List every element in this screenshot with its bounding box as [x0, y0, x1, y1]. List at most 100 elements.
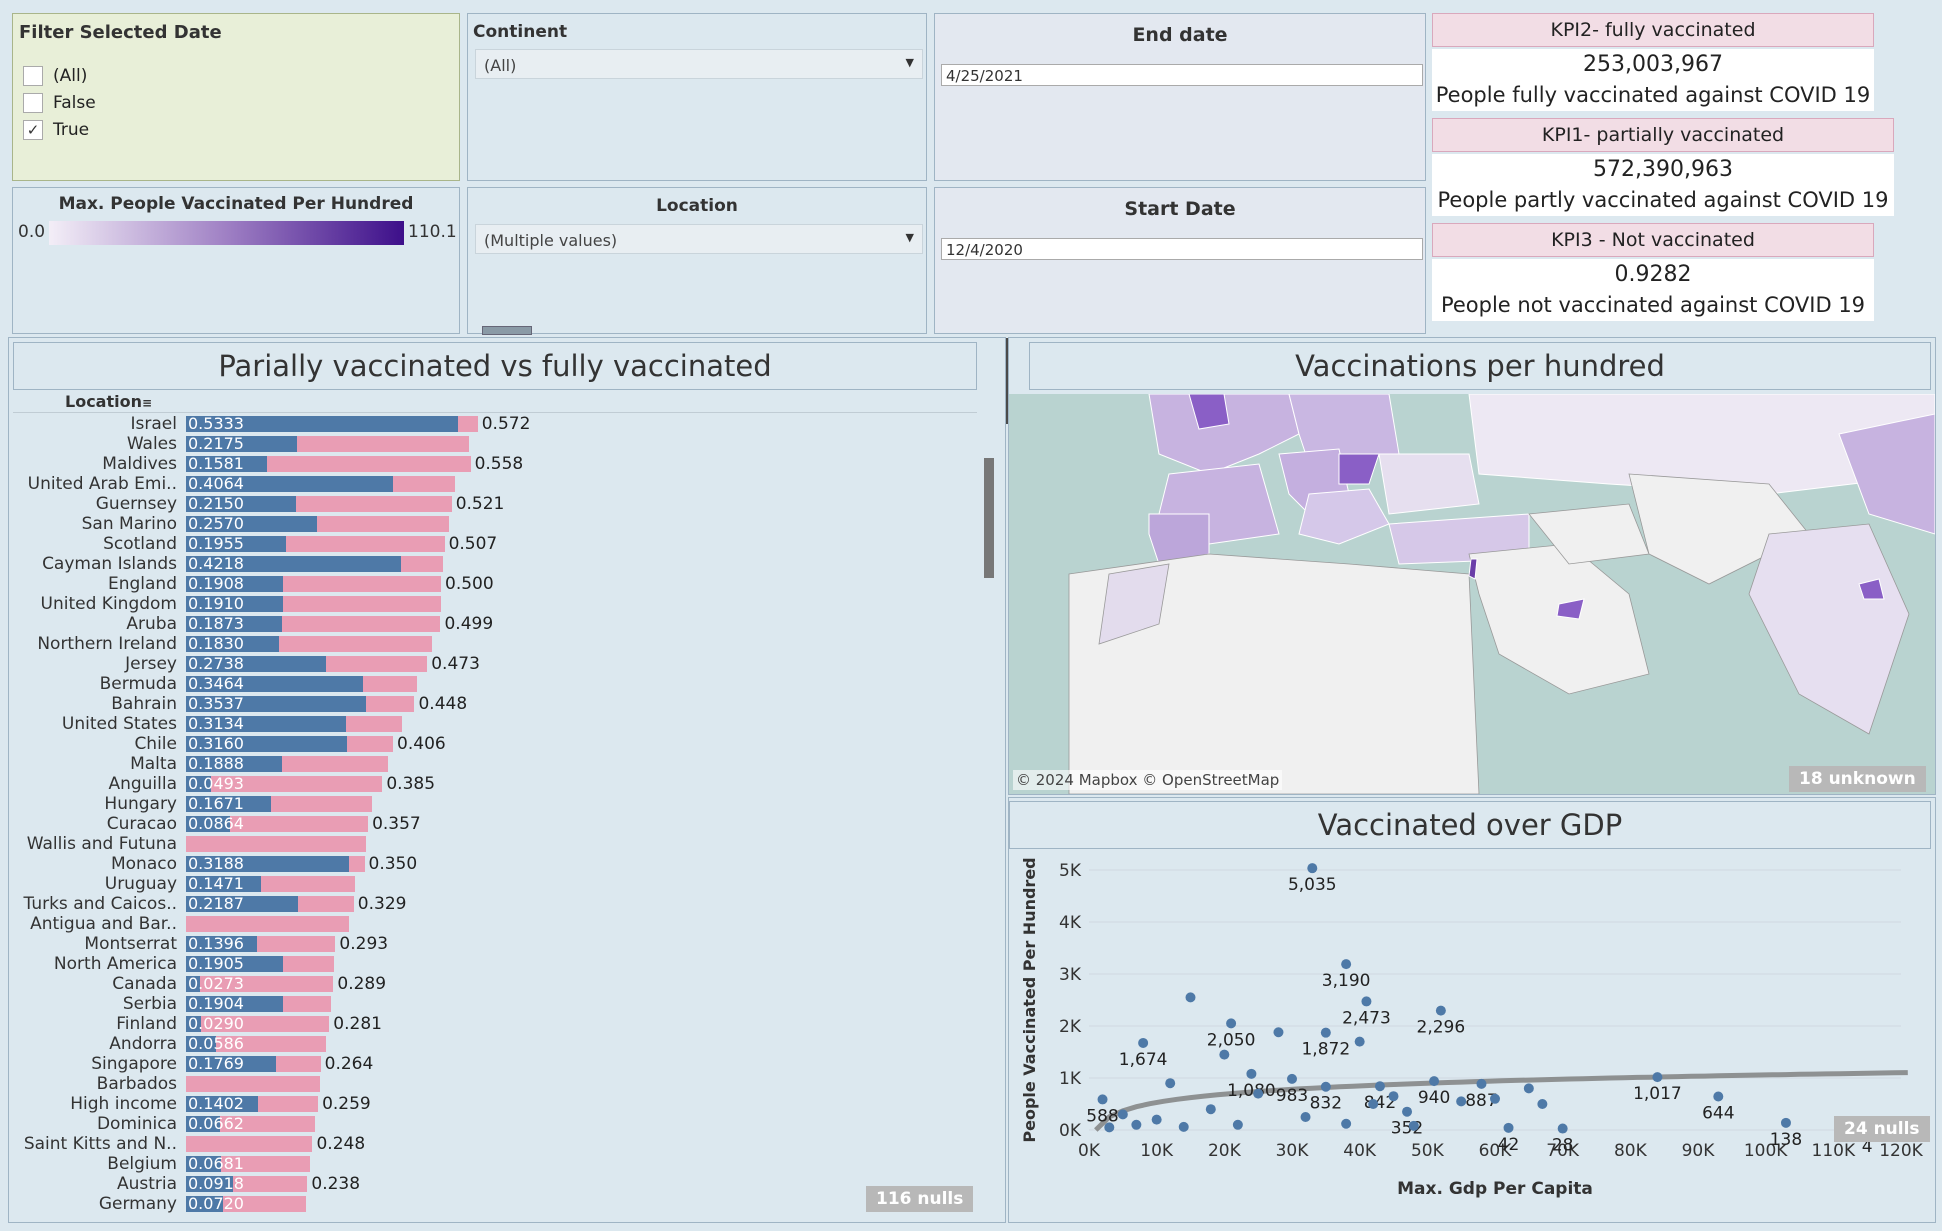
bar-fully[interactable]: [186, 1176, 233, 1192]
scatter-point[interactable]: [1557, 1123, 1568, 1134]
bar-row[interactable]: Saint Kitts and N.. 0.248: [21, 1134, 811, 1154]
bar-nulls-badge[interactable]: 116 nulls: [866, 1186, 974, 1212]
bar-fully[interactable]: [186, 956, 284, 972]
bar-row[interactable]: Israel 0.5333 0.572: [21, 414, 811, 434]
bar-fully[interactable]: [186, 796, 272, 812]
scatter-point[interactable]: [1178, 1121, 1189, 1132]
scatter-point[interactable]: [1652, 1072, 1663, 1083]
scatter-svg[interactable]: 0K 1K 2K 3K 4K 5K 0K 10K 20K 30K 40K 50K 60K 70K 80K 90…: [1009, 850, 1935, 1222]
bar-fully[interactable]: [186, 676, 363, 692]
bar-row[interactable]: England 0.1908 0.500: [21, 574, 811, 594]
bar-row[interactable]: Malta 0.1888: [21, 754, 811, 774]
country-region[interactable]: [1468, 558, 1478, 580]
bar-row[interactable]: Curacao 0.0864 0.357: [21, 814, 811, 834]
scatter-point[interactable]: [1226, 1018, 1237, 1029]
bar-row[interactable]: United Arab Emi.. 0.4064: [21, 474, 811, 494]
bar-fully[interactable]: [186, 1016, 201, 1032]
scatter-point[interactable]: [1185, 992, 1196, 1003]
bar-fully[interactable]: [186, 1036, 216, 1052]
bar-fully[interactable]: [186, 776, 212, 792]
bar-row[interactable]: Serbia 0.1904: [21, 994, 811, 1014]
bar-fully[interactable]: [186, 536, 286, 552]
bar-partial[interactable]: [186, 816, 369, 832]
scatter-point[interactable]: [1165, 1078, 1176, 1089]
scatter-nulls-badge[interactable]: 24 nulls: [1834, 1116, 1930, 1142]
scatter-point[interactable]: [1476, 1078, 1487, 1089]
bar-fully[interactable]: [186, 636, 280, 652]
scatter-point[interactable]: [1300, 1112, 1311, 1122]
bar-row[interactable]: Cayman Islands 0.4218: [21, 554, 811, 574]
resize-handle[interactable]: [482, 326, 532, 335]
bar-fully[interactable]: [186, 736, 348, 752]
bar-partial[interactable]: [186, 836, 366, 852]
scatter-point[interactable]: [1232, 1119, 1243, 1130]
bar-row[interactable]: Hungary 0.1671: [21, 794, 811, 814]
bar-row[interactable]: Germany 0.0720: [21, 1194, 811, 1214]
bar-fully[interactable]: [186, 696, 367, 712]
bar-row[interactable]: Uruguay 0.1471: [21, 874, 811, 894]
map-unknown-badge[interactable]: 18 unknown: [1789, 766, 1926, 792]
bar-row[interactable]: Scotland 0.1955 0.507: [21, 534, 811, 554]
bar-partial[interactable]: [186, 1036, 327, 1052]
bar-fully[interactable]: [186, 996, 284, 1012]
scatter-point[interactable]: [1205, 1104, 1216, 1115]
bar-fully[interactable]: [186, 476, 394, 492]
scatter-point[interactable]: [1253, 1088, 1264, 1099]
bar-row[interactable]: Northern Ireland 0.1830: [21, 634, 811, 654]
scatter-point[interactable]: [1408, 1120, 1419, 1131]
bar-row[interactable]: San Marino 0.2570: [21, 514, 811, 534]
end-date-input[interactable]: 4/25/2021: [941, 64, 1423, 86]
bar-row[interactable]: Montserrat 0.1396 0.293: [21, 934, 811, 954]
scrollbar-thumb[interactable]: [984, 458, 994, 578]
bar-row[interactable]: United Kingdom 0.1910: [21, 594, 811, 614]
filter-option-false[interactable]: False: [23, 91, 96, 115]
bar-row[interactable]: North America 0.1905: [21, 954, 811, 974]
scatter-point[interactable]: [1219, 1049, 1230, 1060]
bar-row[interactable]: Belgium 0.0681: [21, 1154, 811, 1174]
scatter-point[interactable]: [1273, 1027, 1284, 1038]
bar-row[interactable]: Barbados: [21, 1074, 811, 1094]
bar-fully[interactable]: [186, 436, 297, 452]
bar-row[interactable]: Turks and Caicos.. 0.2187 0.329: [21, 894, 811, 914]
bar-row[interactable]: Wallis and Futuna: [21, 834, 811, 854]
bar-row[interactable]: Canada 0.0273 0.289: [21, 974, 811, 994]
bar-row[interactable]: Austria 0.0918 0.238: [21, 1174, 811, 1194]
bar-fully[interactable]: [186, 556, 402, 572]
scatter-point[interactable]: [1374, 1081, 1385, 1092]
scatter-point[interactable]: [1435, 1005, 1446, 1016]
location-dropdown[interactable]: (Multiple values) ▼: [475, 224, 923, 254]
bar-row[interactable]: Wales 0.2175: [21, 434, 811, 454]
checkbox-false[interactable]: [23, 93, 43, 113]
scatter-point[interactable]: [1368, 1099, 1379, 1109]
scatter-point[interactable]: [1537, 1099, 1548, 1109]
bar-fully[interactable]: [186, 656, 326, 672]
bar-row[interactable]: Maldives 0.1581 0.558: [21, 454, 811, 474]
bar-partial[interactable]: [186, 916, 350, 932]
bar-partial[interactable]: [186, 776, 383, 792]
bar-row[interactable]: Bermuda 0.3464: [21, 674, 811, 694]
scatter-point[interactable]: [1151, 1114, 1162, 1125]
scatter-point[interactable]: [1104, 1122, 1115, 1133]
country-region[interactable]: [1556, 598, 1585, 620]
sort-icon[interactable]: ≡: [141, 396, 153, 410]
bar-fully[interactable]: [186, 1196, 223, 1212]
scatter-point[interactable]: [1523, 1083, 1534, 1094]
bar-fully[interactable]: [186, 416, 458, 432]
scatter-point[interactable]: [1246, 1068, 1257, 1079]
country-region[interactable]: [1858, 578, 1885, 600]
scatter-point[interactable]: [1307, 863, 1318, 874]
bar-row[interactable]: Monaco 0.3188 0.350: [21, 854, 811, 874]
bar-partial[interactable]: [186, 1136, 313, 1152]
bar-partial[interactable]: [186, 976, 334, 992]
bar-fully[interactable]: [186, 976, 200, 992]
bar-fully[interactable]: [186, 1156, 221, 1172]
bar-fully[interactable]: [186, 1056, 277, 1072]
bar-row[interactable]: United States 0.3134: [21, 714, 811, 734]
scatter-point[interactable]: [1354, 1036, 1365, 1047]
country-region[interactable]: [1338, 453, 1380, 485]
bar-partial[interactable]: [186, 1016, 330, 1032]
bar-row[interactable]: Aruba 0.1873 0.499: [21, 614, 811, 634]
bar-row[interactable]: High income 0.1402 0.259: [21, 1094, 811, 1114]
scatter-point[interactable]: [1287, 1073, 1297, 1084]
bar-fully[interactable]: [186, 576, 284, 592]
